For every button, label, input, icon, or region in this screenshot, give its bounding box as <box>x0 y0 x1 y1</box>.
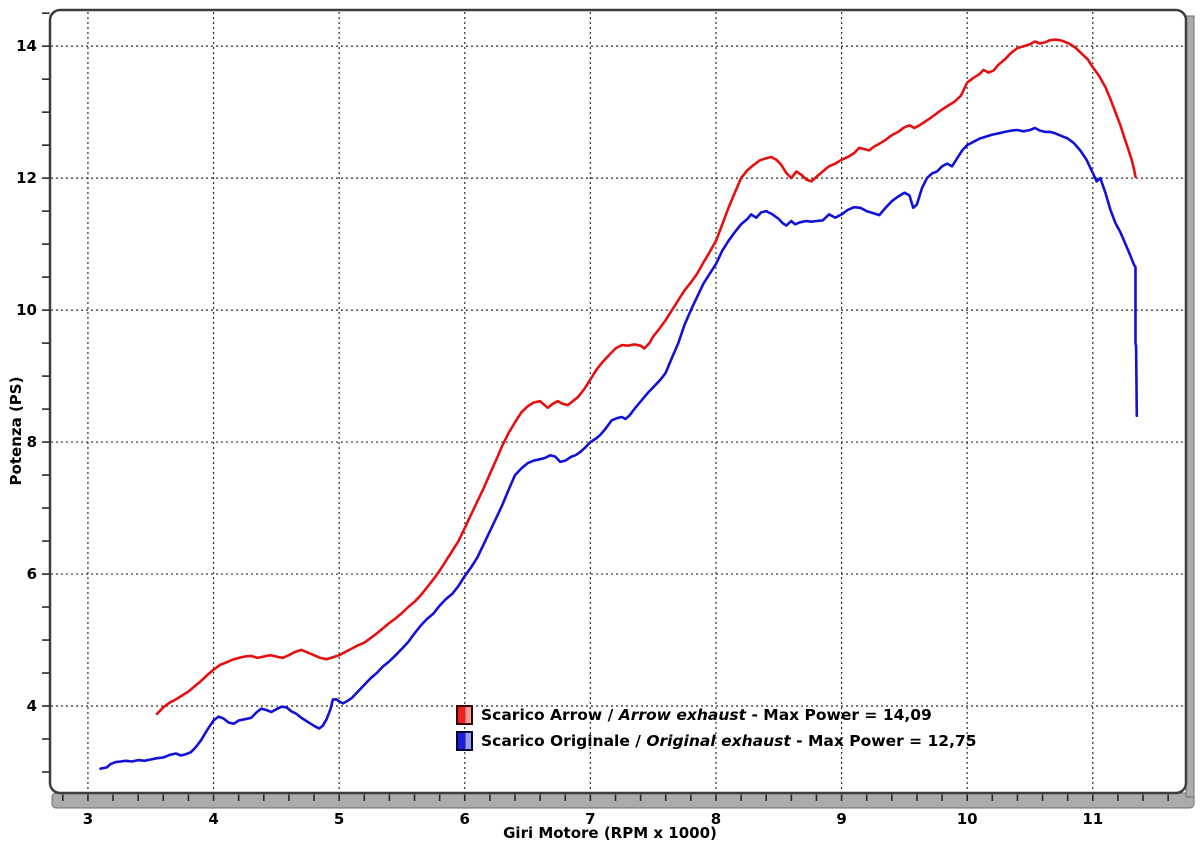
legend-row: Scarico Originale / Original exhaust - M… <box>456 730 977 751</box>
arrow-exhaust-curve <box>155 38 1137 716</box>
original-legend-swatch <box>456 730 473 751</box>
arrow-legend-swatch <box>456 704 473 725</box>
x-tick-label: 3 <box>83 810 93 828</box>
x-tick-label: 8 <box>711 810 721 828</box>
x-axis-title: Giri Motore (RPM x 1000) <box>503 824 717 842</box>
y-tick-label: 12 <box>16 169 37 187</box>
y-tick-label: 6 <box>27 565 37 583</box>
y-tick-label: 10 <box>16 301 37 319</box>
x-tick-label: 10 <box>957 810 978 828</box>
x-tick-label: 4 <box>208 810 218 828</box>
plot-background <box>50 10 1186 793</box>
x-tick-label: 9 <box>836 810 846 828</box>
x-tick-label: 5 <box>334 810 344 828</box>
y-tick-label: 8 <box>27 433 37 451</box>
legend-row: Scarico Arrow / Arrow exhaust - Max Powe… <box>456 704 977 725</box>
x-tick-label: 7 <box>585 810 595 828</box>
y-axis-title: Potenza (PS) <box>7 376 25 486</box>
plot-frame <box>48 8 1188 795</box>
chart-legend: Scarico Arrow / Arrow exhaust - Max Powe… <box>456 704 977 751</box>
y-tick-label: 14 <box>16 37 37 55</box>
original-exhaust-curve <box>99 126 1139 771</box>
x-axis-3d-bar <box>51 792 1195 809</box>
x-tick-label: 6 <box>460 810 470 828</box>
x-tick-label: 11 <box>1082 810 1103 828</box>
y-tick-label: 4 <box>27 697 37 715</box>
legend-label: Scarico Originale / Original exhaust - M… <box>481 731 977 750</box>
legend-label: Scarico Arrow / Arrow exhaust - Max Powe… <box>481 705 932 724</box>
